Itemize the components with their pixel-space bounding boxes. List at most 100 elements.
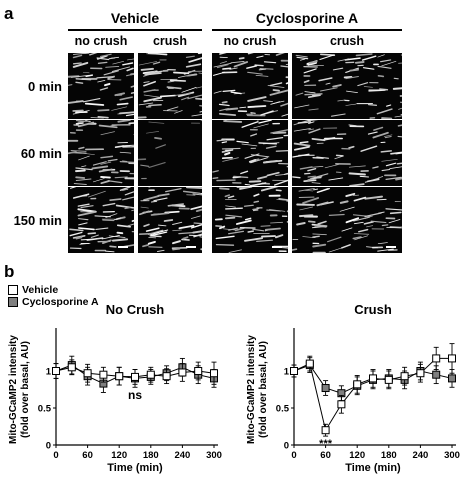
mitochondria-mark (131, 219, 134, 222)
mitochondria-mark (252, 207, 260, 210)
mitochondria-mark (116, 231, 124, 235)
data-point-vehicle (115, 372, 124, 381)
mitochondria-mark (372, 166, 379, 169)
mitochondria-mark (316, 187, 330, 193)
mitochondria-mark (90, 234, 99, 238)
micrograph-csa-no-crush-150-min (212, 187, 288, 253)
y-axis-label: (fold over basal, AU) (20, 341, 31, 438)
mitochondria-mark (100, 161, 112, 165)
mitochondria-mark (381, 158, 398, 162)
mitochondria-mark (187, 94, 202, 100)
data-point-vehicle (337, 400, 346, 409)
mitochondria-mark (281, 113, 288, 117)
mitochondria-mark (100, 175, 111, 179)
mitochondria-mark (377, 54, 385, 58)
x-axis-label: Time (min) (345, 462, 401, 474)
mitochondria-mark (111, 238, 129, 242)
mitochondria-mark (68, 84, 73, 86)
mitochondria-mark (302, 197, 320, 204)
mitochondria-mark (167, 203, 185, 207)
mitochondria-mark (100, 131, 115, 136)
mitochondria-mark (195, 86, 202, 89)
y-tick-label: 1 (284, 367, 290, 378)
legend-swatch-cyclosporine (8, 296, 18, 307)
mitochondria-mark (78, 218, 89, 221)
x-tick-label: 60 (82, 450, 93, 461)
mitochondria-mark (108, 235, 126, 238)
mitochondria-mark (292, 176, 301, 179)
mitochondria-mark (286, 221, 288, 223)
mitochondria-mark (98, 168, 113, 173)
mitochondria-mark (219, 187, 230, 191)
mitochondria-mark (294, 145, 310, 151)
mitochondria-mark (260, 187, 279, 192)
mitochondria-mark (117, 111, 134, 115)
mitochondria-mark (328, 177, 344, 181)
mitochondria-mark (284, 172, 288, 175)
mitochondria-mark (295, 92, 304, 96)
x-tick-label: 120 (111, 450, 127, 461)
mitochondria-mark (191, 114, 202, 117)
mitochondria-mark (125, 113, 134, 117)
mitochondria-mark (337, 99, 346, 102)
mitochondria-mark (349, 183, 365, 186)
mitochondria-mark (297, 121, 312, 124)
mitochondria-mark (308, 108, 319, 111)
mitochondria-mark (253, 193, 260, 197)
mitochondria-mark (339, 200, 349, 204)
mitochondria-mark (102, 219, 115, 222)
x-tick-label: 240 (174, 450, 190, 461)
mitochondria-mark (143, 96, 162, 103)
mitochondria-mark (163, 219, 174, 222)
mitochondria-mark (157, 249, 165, 252)
legend-label-cyclosporine: Cyclosporine A (22, 295, 99, 308)
legend: Vehicle Cyclosporine A (8, 284, 99, 308)
mitochondria-mark (225, 205, 236, 208)
column-label-vehicle-crush: crush (152, 34, 188, 48)
data-point-cyclosporine (321, 384, 330, 393)
mitochondria-mark (148, 237, 157, 239)
mitochondria-mark (230, 91, 242, 95)
mitochondria-mark (107, 180, 123, 184)
mitochondria-mark (298, 214, 314, 218)
mitochondria-mark (78, 227, 95, 231)
mitochondria-mark (169, 79, 187, 82)
mitochondria-mark (389, 211, 402, 215)
mitochondria-mark (303, 179, 317, 183)
mitochondria-mark (348, 172, 366, 176)
mitochondria-mark (75, 81, 84, 84)
mitochondria-mark (119, 151, 132, 154)
mitochondria-mark (252, 228, 265, 232)
mitochondria-mark (398, 107, 402, 110)
mitochondria-mark (98, 124, 118, 129)
mitochondria-mark (381, 168, 391, 172)
mitochondria-mark (311, 138, 326, 142)
mitochondria-mark (386, 104, 392, 107)
mitochondria-mark (199, 110, 202, 113)
mitochondria-mark (213, 71, 225, 76)
mitochondria-mark (200, 120, 202, 122)
mitochondria-mark (255, 74, 269, 77)
mitochondria-mark (400, 54, 402, 56)
mitochondria-mark (247, 96, 267, 102)
mitochondria-mark (174, 110, 183, 114)
mitochondria-mark (354, 235, 368, 241)
mitochondria-mark (109, 245, 117, 248)
mitochondria-mark (218, 225, 226, 230)
mitochondria-mark (363, 86, 373, 88)
mitochondria-mark (215, 243, 235, 246)
x-tick-label: 0 (53, 450, 58, 461)
legend-item-cyclosporine: Cyclosporine A (8, 295, 99, 308)
mitochondria-mark (373, 126, 384, 131)
micrograph-csa-no-crush-0-min (212, 53, 288, 119)
mitochondria-mark (377, 176, 384, 179)
mitochondria-mark (75, 169, 86, 173)
mitochondria-mark (364, 195, 383, 200)
mitochondria-mark (399, 101, 402, 104)
mitochondria-mark (264, 227, 281, 231)
mitochondria-mark (81, 165, 87, 168)
mitochondria-mark (193, 222, 202, 225)
mitochondria-mark (396, 162, 402, 165)
x-tick-label: 240 (412, 450, 428, 461)
mitochondria-mark (109, 198, 122, 202)
